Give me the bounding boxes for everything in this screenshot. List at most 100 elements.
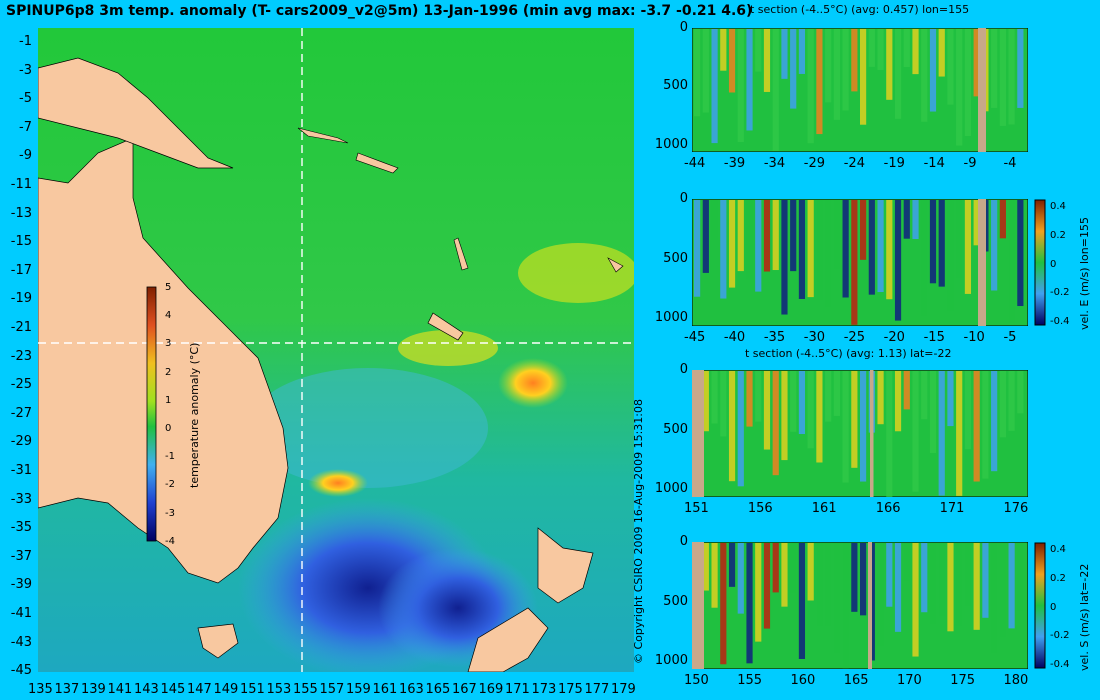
section-y-tick: 500 [663,593,688,609]
section-streak [825,200,832,308]
velocity-colorbar [1034,199,1046,326]
section-streak [999,371,1006,438]
velocity-colorbar-tick: -0.2 [1050,287,1070,299]
section-heatmap [692,370,1028,497]
velocity-colorbar-tick: 0.2 [1050,572,1066,584]
lat-tick-label: -35 [10,520,32,536]
section-x-tick: -39 [723,156,746,171]
lon-tick-label: 167 [452,682,477,697]
section-streak [798,200,806,299]
section-x-tick: -40 [723,330,746,345]
section-title: t section (-4..5°C) (avg: 1.13) lat=-22 [745,347,952,360]
section-streak [894,29,902,119]
section-streak [763,200,771,272]
section-streak [694,29,701,117]
section-x-tick: 160 [790,673,816,688]
section-streak [921,543,928,613]
section-x-tick: -29 [803,156,826,171]
section-x-tick: -24 [843,156,865,171]
lat-tick-label: -39 [10,577,32,593]
section-x-tick: 171 [939,501,965,516]
section-streak [842,543,849,669]
warm-anomaly [308,469,368,497]
section-land [692,542,704,669]
section-x-tick: -45 [684,330,706,345]
section-streak [763,371,771,450]
lat-tick-label: -45 [10,663,32,679]
velocity-colorbar-label: vel. S (m/s) lat=-22 [1078,563,1091,671]
section-streak [886,29,893,100]
section-streak [912,371,919,492]
section-x-tick: -34 [763,156,786,171]
section-x-tick: -14 [923,156,945,171]
section-streak [886,200,893,300]
section-streak [921,371,928,420]
section-streak [833,371,840,416]
lon-tick-label: 149 [213,682,239,697]
island-land [607,257,624,273]
colorbar-tick: -3 [165,507,175,519]
section-streak [772,371,779,476]
section-streak [938,200,945,287]
lon-tick-label: 177 [584,682,610,697]
section-x-tick: -19 [883,156,905,171]
lat-tick-label: -19 [10,291,32,307]
lon-tick-label: 137 [54,682,80,697]
section-streak [1017,543,1024,611]
new-zealand-south-land [467,607,549,672]
section-x-tick: -4 [1003,156,1017,171]
section-streak [825,29,832,103]
section-streak [982,371,989,479]
section-streak [711,200,718,241]
colorbar-tick: 1 [165,394,172,406]
lon-axis: 135 137 139 141 143 145 147 149 151 153 155 157 159 1… [26,682,646,700]
section-streak [964,543,972,606]
section-streak [755,371,762,422]
section-x-tick: -25 [843,330,865,345]
section-streak [991,371,998,472]
section-streak [702,371,709,432]
section-streak [991,200,998,291]
section-streak [860,371,867,482]
section-streak [763,543,771,629]
lat-tick-label: -11 [10,177,32,192]
section-heatmap [692,28,1028,152]
section-streak [781,200,788,315]
lon-tick-label: 179 [611,682,636,697]
section-streak [842,200,849,298]
lat-tick-label: -15 [10,234,32,250]
lon-tick-label: 141 [107,682,133,697]
section-streak [982,543,989,618]
section-streak [737,29,744,143]
section-streak [938,543,945,617]
lat-tick-label: -1 [19,34,32,49]
velocity-colorbar-tick: 0 [1050,601,1057,613]
section-streak [868,200,875,295]
section-streak [711,371,718,424]
section-streak [973,371,980,482]
section-land [978,28,986,152]
velocity-colorbar-tick: -0.4 [1050,316,1070,327]
section-streak [947,29,954,105]
velocity-colorbar [1034,542,1046,669]
section-streak [956,29,963,146]
section-streak [860,29,867,125]
section-streak [737,200,744,272]
section-streak [921,200,928,317]
colorbar-tick: 4 [165,310,172,322]
section-streak [894,371,902,432]
section-streak [833,200,840,270]
section-streak [947,543,954,632]
section-streak [781,371,788,461]
cool-anomaly [248,368,488,488]
section-streak [973,29,980,97]
section-streak [1008,543,1015,629]
lat-tick-label: -33 [10,491,32,507]
section-streak [720,29,727,71]
section-streak [964,371,972,450]
map-colorbar [146,286,157,542]
section-streak [929,543,937,624]
lat-tick-label: -21 [10,320,32,335]
section-streak [999,543,1006,638]
section-streak [973,200,980,246]
